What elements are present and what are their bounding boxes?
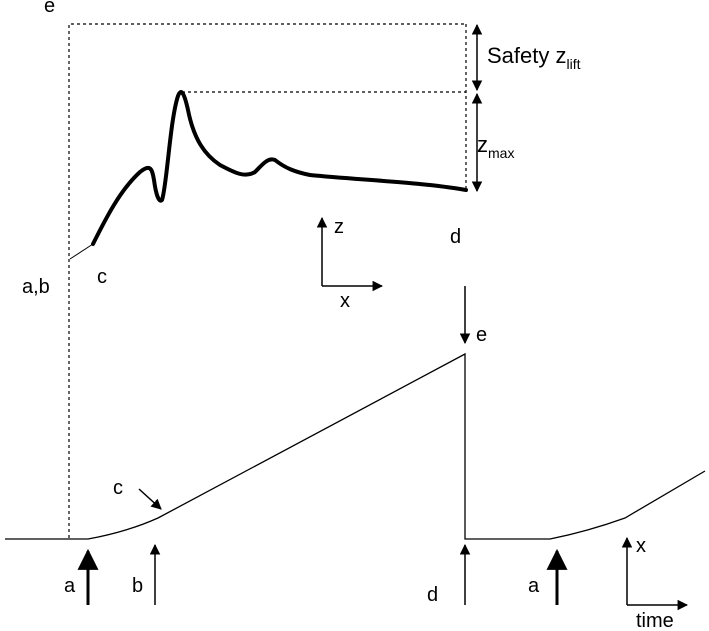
label-e-top: e [44,0,55,17]
axis-label-time: time [636,610,674,631]
bottom-panel: e c a b d a x time [5,286,706,631]
label-a-second: a [528,575,540,597]
axis-label-x-bottom: x [636,535,646,557]
dashed-lift-path [68,23,466,538]
zmax-label: zmax [477,132,514,161]
x-time-axis-indicator: x time [621,535,689,631]
label-e-bottom: e [476,324,487,346]
x-vs-time-trace [5,352,706,540]
label-c-top: c [97,266,107,288]
label-ab: a,b [22,276,50,298]
surface-profile [91,90,468,246]
label-c-bottom: c [113,477,123,499]
safety-zlift-label: Safety zlift [487,43,581,72]
label-d-bottom: d [427,584,438,606]
axis-label-z: z [334,216,344,238]
top-panel: e a,b c d Safety zlift zmax z x [22,0,581,538]
zx-axis-indicator: z x [316,216,384,312]
label-b: b [132,575,143,597]
lead-in-segment [69,243,94,260]
axis-label-x-top: x [340,290,350,312]
label-d-top: d [450,226,461,248]
label-a-first: a [64,575,76,597]
arrow-to-c [138,488,162,510]
